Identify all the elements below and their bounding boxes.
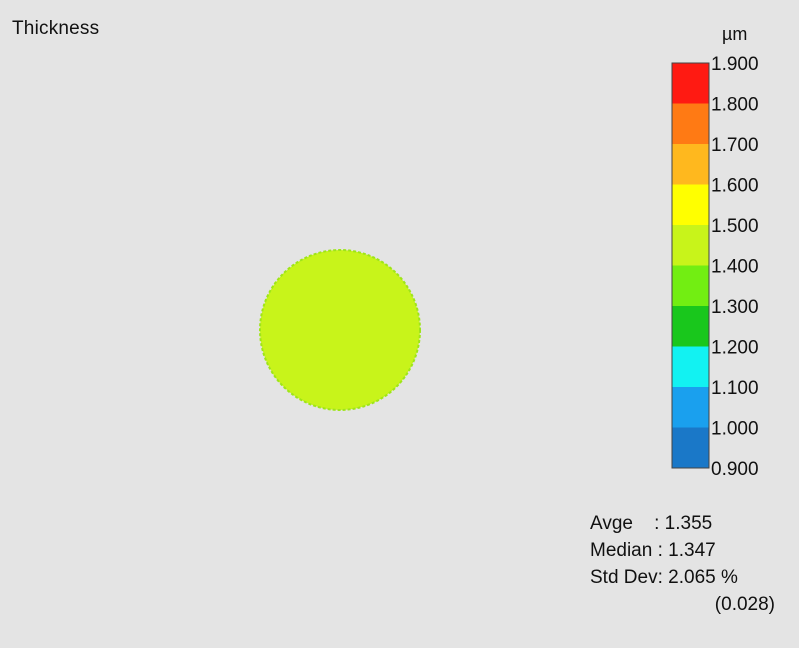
colorbar-unit: µm [722, 24, 748, 44]
colorbar-band [672, 265, 709, 306]
colorbar-tick-label: 1.500 [711, 216, 759, 237]
colorbar-tick-label: 1.700 [711, 135, 759, 156]
average-row: Avge : 1.355 [590, 510, 775, 537]
median-row: Median : 1.347 [590, 537, 775, 564]
colorbar-band [672, 103, 709, 144]
colorbar-band [672, 63, 709, 104]
thickness-region-center [259, 249, 421, 411]
colorbar-tick-label: 1.800 [711, 95, 759, 116]
stddev-value: 2.065 % [668, 567, 738, 588]
colorbar-tick-label: 1.100 [711, 378, 759, 399]
stddev-row: Std Dev: 2.065 % [590, 564, 775, 591]
colorbar-tick-label: 0.900 [711, 459, 759, 480]
colorbar-band [672, 427, 709, 468]
stddev-label: Std Dev: [590, 567, 663, 588]
colorbar-tick-label: 1.200 [711, 338, 759, 359]
colorbar-band [672, 346, 709, 387]
colorbar-tick-label: 1.300 [711, 297, 759, 318]
colorbar-tick-label: 1.400 [711, 257, 759, 278]
colorbar-tick-label: 1.900 [711, 54, 759, 75]
median-label: Median [590, 540, 653, 561]
stddev-absolute-value: (0.028) [714, 594, 775, 615]
median-value: : 1.347 [657, 540, 716, 561]
average-value: : 1.355 [654, 513, 713, 534]
colorbar-band [672, 225, 709, 266]
stddev-absolute-row: (0.028) [590, 591, 775, 618]
statistics-panel: Avge : 1.355 Median : 1.347 Std Dev: 2.0… [590, 510, 775, 618]
colorbar-frame [671, 62, 710, 469]
colorbar-band [672, 184, 709, 225]
colorbar-band [672, 306, 709, 347]
colorbar-band [672, 144, 709, 185]
average-label: Avge [590, 513, 633, 534]
chart-title: Thickness [12, 18, 100, 39]
colorbar-band [672, 387, 709, 428]
colorbar-tick-label: 1.000 [711, 419, 759, 440]
colorbar-tick-label: 1.600 [711, 176, 759, 197]
